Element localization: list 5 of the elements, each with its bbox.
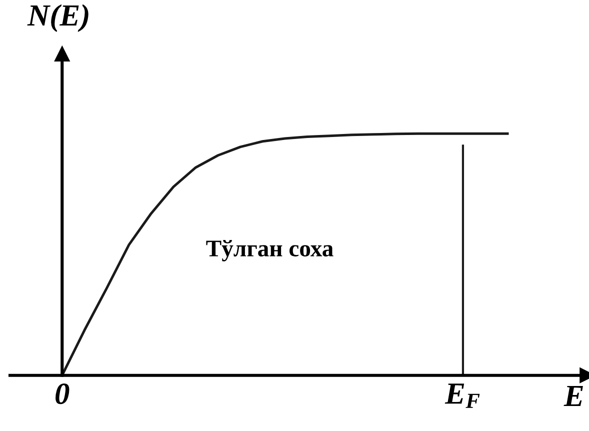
- x-tick-label: 0: [56, 383, 70, 404]
- x-tick-label: E$_{F}$: [444, 384, 480, 408]
- y-axis-title: N(E): [27, 4, 88, 32]
- annotation: Тўлган соха: [206, 240, 334, 262]
- x-axis-title: E: [564, 386, 583, 406]
